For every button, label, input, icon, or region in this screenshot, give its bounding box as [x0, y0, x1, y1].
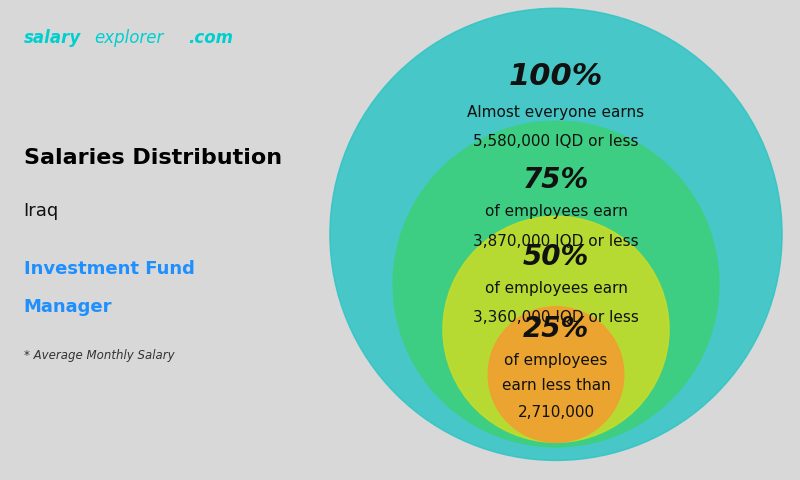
Text: 3,360,000 IQD or less: 3,360,000 IQD or less [473, 311, 639, 325]
Text: Manager: Manager [23, 298, 112, 316]
Text: .com: .com [188, 29, 233, 48]
Circle shape [443, 216, 669, 443]
Circle shape [330, 8, 782, 460]
Text: 100%: 100% [509, 61, 603, 91]
Circle shape [394, 121, 718, 447]
Text: Salaries Distribution: Salaries Distribution [23, 148, 282, 168]
Text: 25%: 25% [523, 315, 589, 343]
Text: salary: salary [23, 29, 81, 48]
Text: 75%: 75% [523, 166, 589, 194]
Text: earn less than: earn less than [502, 378, 610, 393]
Circle shape [488, 307, 624, 443]
Text: 3,870,000 IQD or less: 3,870,000 IQD or less [473, 234, 639, 249]
Text: * Average Monthly Salary: * Average Monthly Salary [23, 348, 174, 362]
Text: explorer: explorer [94, 29, 163, 48]
Text: of employees earn: of employees earn [485, 281, 627, 296]
Text: Iraq: Iraq [23, 202, 58, 220]
Text: of employees earn: of employees earn [485, 204, 627, 219]
Text: Almost everyone earns: Almost everyone earns [467, 105, 645, 120]
Text: 50%: 50% [523, 243, 589, 271]
Text: Investment Fund: Investment Fund [23, 260, 194, 278]
Text: 5,580,000 IQD or less: 5,580,000 IQD or less [474, 134, 638, 149]
Text: 2,710,000: 2,710,000 [518, 406, 594, 420]
Text: of employees: of employees [504, 353, 608, 369]
